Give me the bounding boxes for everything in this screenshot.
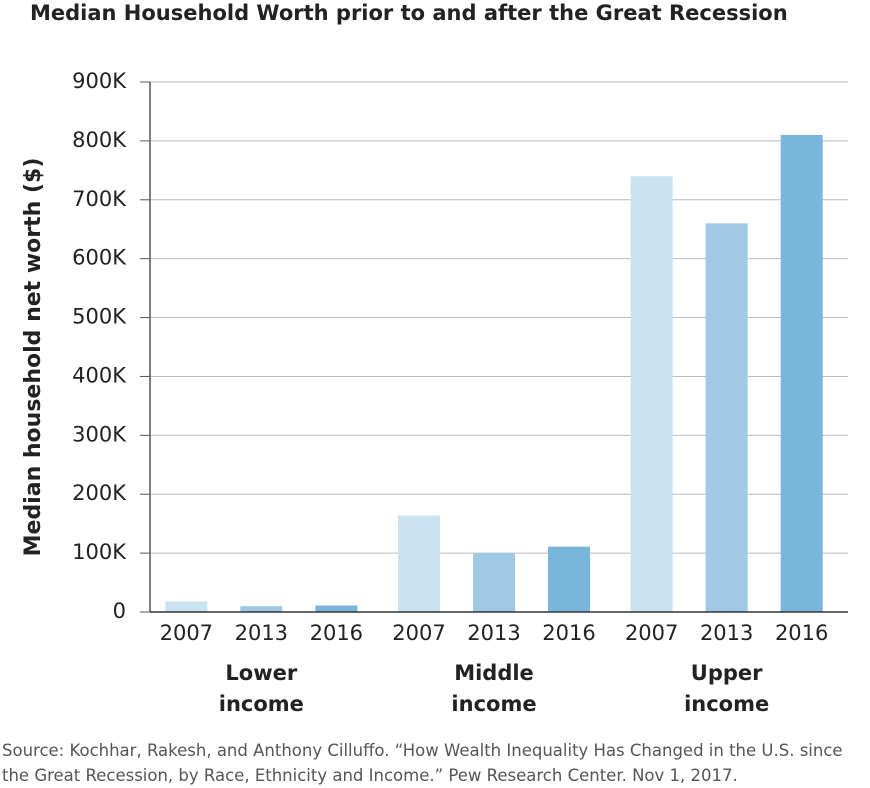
- bar: [473, 553, 515, 612]
- bar: [630, 176, 673, 612]
- y-tick-label: 500K: [72, 305, 127, 329]
- bar: [315, 605, 358, 612]
- source-note: Source: Kochhar, Rakesh, and Anthony Cil…: [2, 741, 843, 785]
- x-tick-label: 2007: [392, 621, 445, 645]
- y-tick-label: 900K: [72, 69, 127, 93]
- x-tick-label: 2013: [235, 621, 288, 645]
- chart-title: Median Household Worth prior to and afte…: [30, 1, 788, 25]
- group-label: Upper income: [684, 661, 770, 716]
- y-tick-label: 300K: [72, 422, 127, 446]
- x-tick-label: 2007: [625, 621, 678, 645]
- y-tick-label: 0: [113, 599, 126, 623]
- group-label: Middle income: [451, 661, 537, 716]
- bar: [780, 135, 823, 612]
- bar: [705, 223, 748, 613]
- y-tick-label: 100K: [72, 540, 127, 564]
- x-tick-label: 2013: [700, 621, 753, 645]
- y-tick-label: 200K: [72, 481, 127, 505]
- x-tick-label: 2016: [542, 621, 595, 645]
- x-tick-label: 2016: [775, 621, 828, 645]
- x-tick-label: 2016: [310, 621, 363, 645]
- y-tick-label: 800K: [72, 128, 127, 152]
- y-axis-title: Median household net worth ($): [21, 158, 46, 557]
- bar: [165, 601, 208, 612]
- bar: [240, 606, 283, 612]
- x-tick-label: 2013: [467, 621, 520, 645]
- x-tick-label: 2007: [160, 621, 213, 645]
- bar: [548, 546, 590, 612]
- y-tick-label: 400K: [72, 363, 127, 387]
- y-tick-label: 700K: [72, 187, 127, 211]
- bar: [398, 515, 440, 612]
- group-label: Lower income: [218, 661, 304, 716]
- y-tick-label: 600K: [72, 246, 127, 270]
